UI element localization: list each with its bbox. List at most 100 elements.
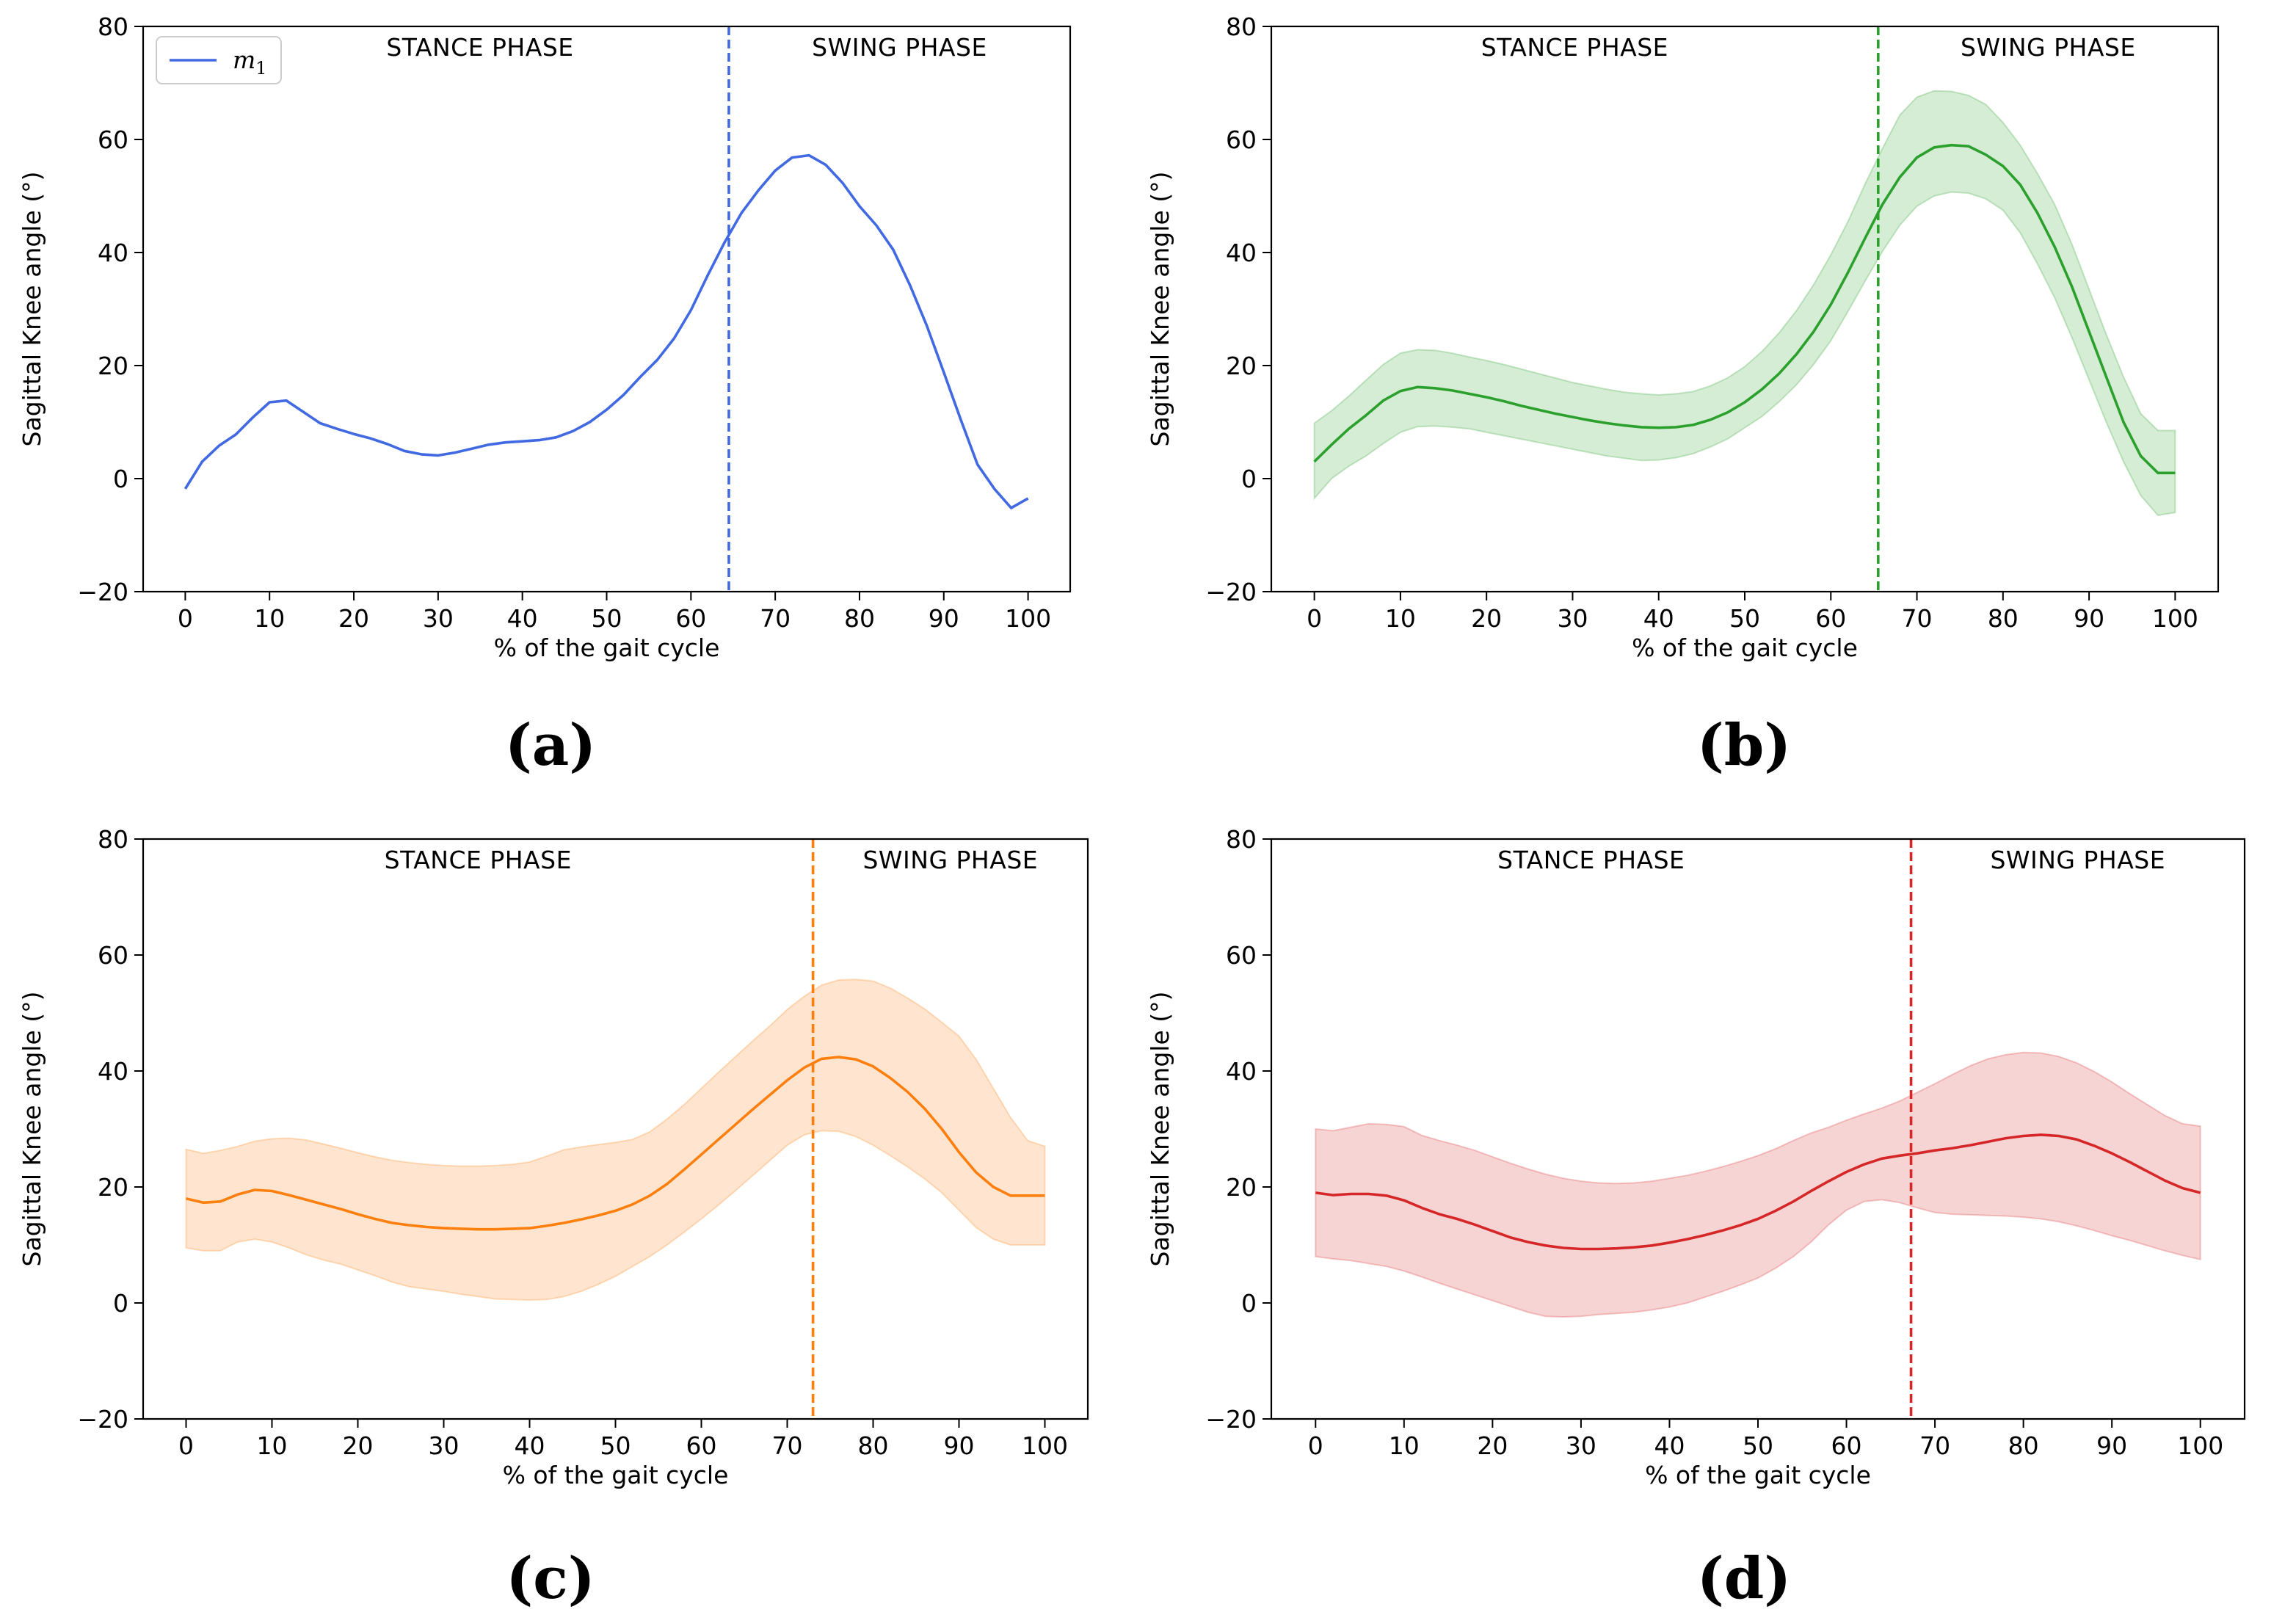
x-tick-label-a: 50: [592, 604, 622, 633]
x-tick-label-c: 20: [343, 1431, 374, 1460]
x-axis-label-c: % of the gait cycle: [503, 1461, 729, 1489]
x-tick-label-d: 90: [2096, 1431, 2127, 1460]
x-tick-label-b: 50: [1729, 604, 1760, 633]
x-tick-label-b: 0: [1307, 604, 1322, 633]
chart-panel-b: 0 10 20 30 40 50 60 70 80 90 100 −20 0 20 40 60 80 % of t…: [1146, 0, 2296, 811]
caption-a: (a): [504, 712, 597, 779]
y-axis-label-b: Sagittal Knee angle (°): [1146, 172, 1174, 447]
x-tick-label-c: 60: [686, 1431, 717, 1460]
y-tick-label-a: −20: [77, 578, 128, 606]
x-tick-label-d: 10: [1389, 1431, 1420, 1460]
std-band-b: [1313, 90, 2176, 517]
swing-phase-label-b: SWING PHASE: [1961, 33, 2136, 62]
swing-phase-label-c: SWING PHASE: [862, 846, 1038, 874]
x-tick-label-d: 60: [1831, 1431, 1862, 1460]
x-tick-label-d: 70: [1919, 1431, 1950, 1460]
x-axis-label-a: % of the gait cycle: [494, 633, 720, 662]
y-tick-label-b: 0: [1241, 465, 1257, 493]
chart-svg-a: 0 10 20 30 40 50 60 70 80 90 100 −20 0 20 40 60 80 % of t…: [18, 12, 1072, 662]
series-line-b: [1313, 143, 2176, 475]
x-tick-label-a: 10: [254, 604, 285, 633]
x-tick-label-b: 100: [2152, 604, 2198, 633]
std-band-c: [185, 978, 1046, 1301]
y-tick-label-a: 20: [98, 352, 128, 380]
y-tick-label-c: 40: [98, 1057, 128, 1086]
std-band-d: [1315, 1051, 2201, 1318]
y-tick-label-b: 40: [1226, 239, 1257, 267]
y-tick-label-d: −20: [1205, 1405, 1257, 1434]
y-tick-label-b: 60: [1226, 126, 1257, 154]
x-tick-label-a: 30: [423, 604, 454, 633]
caption-c: (c): [506, 1545, 595, 1612]
plot-frame-a: [142, 25, 1072, 593]
x-tick-label-d: 0: [1308, 1431, 1323, 1460]
x-tick-label-b: 10: [1385, 604, 1416, 633]
swing-phase-label-a: SWING PHASE: [812, 33, 987, 62]
y-tick-label-c: −20: [77, 1405, 128, 1434]
x-tick-label-d: 40: [1654, 1431, 1685, 1460]
x-tick-label-c: 40: [515, 1431, 545, 1460]
x-tick-label-a: 70: [760, 604, 791, 633]
x-tick-label-a: 100: [1005, 604, 1051, 633]
y-tick-label-a: 40: [98, 239, 128, 267]
x-tick-label-b: 40: [1643, 604, 1674, 633]
x-tick-label-c: 70: [772, 1431, 803, 1460]
x-tick-label-c: 50: [600, 1431, 631, 1460]
x-tick-label-b: 70: [1902, 604, 1933, 633]
caption-b: (b): [1696, 712, 1792, 779]
x-tick-label-d: 50: [1743, 1431, 1773, 1460]
chart-svg-d: 0 10 20 30 40 50 60 70 80 90 100 −20 0 20 40 60 80 % of t…: [1146, 825, 2246, 1489]
y-axis-label-d: Sagittal Knee angle (°): [1146, 992, 1174, 1267]
chart-panel-a: 0 10 20 30 40 50 60 70 80 90 100 −20 0 20 40 60 80 % of t…: [0, 0, 1148, 811]
x-tick-label-b: 30: [1557, 604, 1588, 633]
stance-phase-label-c: STANCE PHASE: [385, 846, 572, 874]
x-tick-label-c: 90: [944, 1431, 975, 1460]
x-tick-label-d: 20: [1477, 1431, 1508, 1460]
x-tick-label-a: 60: [675, 604, 706, 633]
y-tick-label-a: 80: [98, 12, 128, 41]
x-tick-label-b: 90: [2074, 604, 2104, 633]
chart-panel-c: 0 10 20 30 40 50 60 70 80 90 100 −20 0 20 40 60 80 % of t…: [0, 811, 1148, 1623]
x-tick-label-a: 80: [844, 604, 875, 633]
y-tick-label-b: −20: [1205, 578, 1257, 606]
y-tick-label-c: 0: [113, 1289, 128, 1318]
legend-box-a: [156, 36, 282, 84]
x-tick-label-d: 100: [2177, 1431, 2223, 1460]
x-tick-label-c: 10: [257, 1431, 288, 1460]
caption-d: (d): [1696, 1545, 1792, 1612]
chart-svg-b: 0 10 20 30 40 50 60 70 80 90 100 −20 0 20 40 60 80 % of t…: [1146, 12, 2220, 662]
y-tick-label-d: 80: [1226, 825, 1257, 854]
chart-panel-d: 0 10 20 30 40 50 60 70 80 90 100 −20 0 20 40 60 80 % of t…: [1146, 811, 2296, 1623]
x-tick-label-c: 0: [178, 1431, 194, 1460]
x-tick-label-b: 20: [1471, 604, 1502, 633]
stance-phase-label-a: STANCE PHASE: [386, 33, 573, 62]
series-line-c: [186, 1056, 1045, 1231]
x-tick-label-b: 60: [1815, 604, 1846, 633]
y-tick-label-a: 0: [113, 465, 128, 493]
x-tick-label-c: 30: [429, 1431, 459, 1460]
x-tick-label-a: 20: [338, 604, 369, 633]
stance-phase-label-d: STANCE PHASE: [1497, 846, 1685, 874]
y-tick-label-b: 20: [1226, 352, 1257, 380]
y-axis-label-a: Sagittal Knee angle (°): [18, 172, 46, 447]
y-axis-label-c: Sagittal Knee angle (°): [18, 992, 46, 1267]
x-axis-label-d: % of the gait cycle: [1645, 1461, 1871, 1489]
y-tick-label-d: 40: [1226, 1057, 1257, 1086]
x-tick-label-d: 80: [2008, 1431, 2039, 1460]
x-tick-label-d: 30: [1566, 1431, 1596, 1460]
y-tick-label-d: 60: [1226, 941, 1257, 970]
x-tick-label-c: 100: [1022, 1431, 1068, 1460]
y-tick-label-c: 20: [98, 1173, 128, 1202]
x-axis-label-b: % of the gait cycle: [1632, 633, 1858, 662]
y-tick-label-c: 80: [98, 825, 128, 854]
chart-svg-c: 0 10 20 30 40 50 60 70 80 90 100 −20 0 20 40 60 80 % of t…: [18, 825, 1089, 1489]
swing-phase-label-d: SWING PHASE: [1990, 846, 2165, 874]
x-tick-label-c: 80: [858, 1431, 889, 1460]
x-tick-label-a: 40: [507, 604, 538, 633]
x-tick-label-b: 80: [1988, 604, 2019, 633]
y-tick-label-a: 60: [98, 126, 128, 154]
x-tick-label-a: 90: [929, 604, 959, 633]
y-tick-label-b: 80: [1226, 12, 1257, 41]
series-line-a: [184, 153, 1029, 509]
stance-phase-label-b: STANCE PHASE: [1481, 33, 1668, 62]
